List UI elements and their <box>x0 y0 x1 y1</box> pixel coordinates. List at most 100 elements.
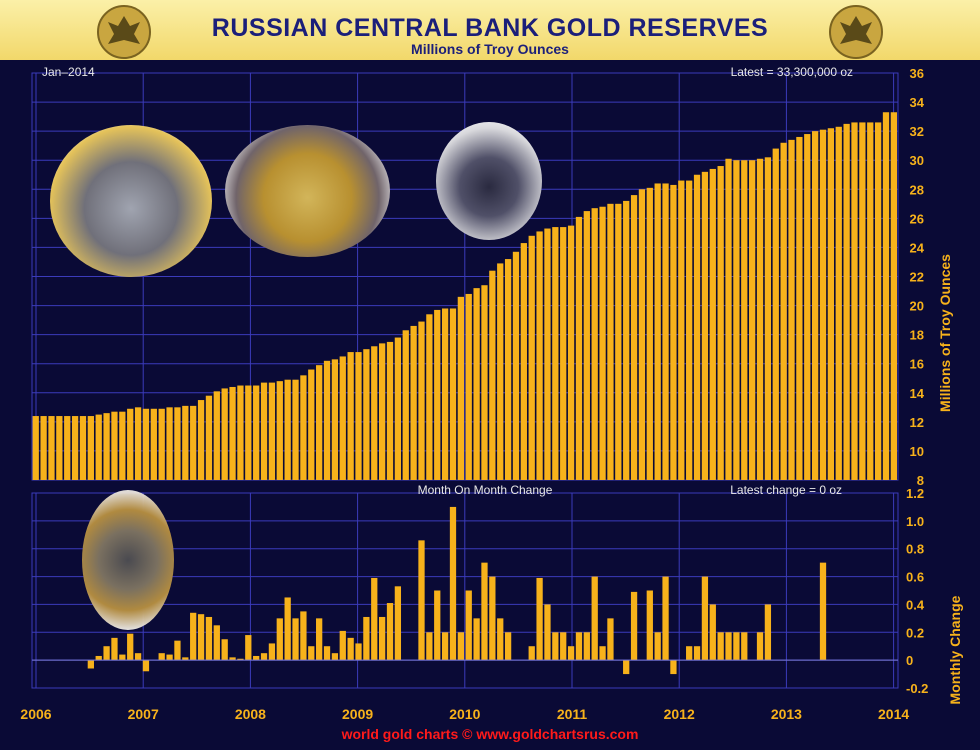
reserve-bar <box>583 211 590 480</box>
reserve-bar <box>158 408 165 480</box>
change-bar <box>284 597 291 661</box>
photo-officials-with-gold-bar <box>225 125 390 257</box>
reserve-bar <box>851 122 858 480</box>
change-bar <box>756 632 764 661</box>
change-bar <box>87 660 94 669</box>
bottom-y-axis-label: Monthly Change <box>947 595 963 704</box>
reserve-bar <box>686 180 693 481</box>
reserve-bar <box>733 160 740 480</box>
reserve-bar <box>725 158 732 480</box>
reserve-bar <box>276 381 283 480</box>
change-bar <box>331 653 339 661</box>
change-bar <box>646 590 653 661</box>
reserve-bar <box>40 416 47 480</box>
reserve-bar <box>71 416 79 480</box>
top-y-tick-label: 34 <box>910 95 925 110</box>
bottom-y-tick-label: -0.2 <box>906 681 928 696</box>
change-bar <box>567 646 575 661</box>
reserve-bar <box>528 235 535 480</box>
reserve-bar <box>646 187 653 480</box>
reserve-bar <box>678 180 685 481</box>
bottom-y-tick-label: 1.2 <box>906 486 924 501</box>
change-bar <box>174 640 181 661</box>
axis-labels: 8 10 12 14 16 18 20 22 24 26 28 30 32 34 36 -0.2 0 0.2 0.4… <box>20 66 928 722</box>
change-bar <box>623 660 630 675</box>
reserve-bar <box>347 352 354 480</box>
reserve-bar <box>56 416 63 480</box>
change-bar <box>441 632 449 661</box>
latest-change-annotation: Latest change = 0 oz <box>730 483 842 497</box>
reserve-bar <box>394 337 402 480</box>
change-bar <box>599 646 606 661</box>
top-y-tick-label: 36 <box>910 66 924 81</box>
reserve-bar <box>355 352 362 480</box>
reserve-bar <box>449 308 457 480</box>
change-bar <box>103 646 110 661</box>
reserve-bar <box>64 416 71 480</box>
change-bar <box>205 616 213 661</box>
change-bar <box>701 576 709 661</box>
bank-emblem-right-icon <box>829 5 883 59</box>
change-bar <box>292 618 299 661</box>
reserve-bar <box>205 395 213 480</box>
reserve-bar <box>701 171 709 480</box>
reserve-bar <box>410 325 417 480</box>
change-bar <box>426 632 433 661</box>
reserve-bar <box>245 385 252 480</box>
change-bar <box>300 611 307 661</box>
change-bar <box>741 632 748 661</box>
bottom-y-tick-label: 0.6 <box>906 570 924 585</box>
reserve-bar <box>536 231 543 480</box>
reserve-bar <box>780 142 787 480</box>
change-bar <box>379 616 386 661</box>
reserve-bar <box>402 330 409 480</box>
change-bar <box>449 506 457 661</box>
change-bar <box>465 590 472 661</box>
reserve-bar <box>827 128 835 480</box>
change-bar <box>253 655 260 661</box>
reserve-bar <box>567 225 575 480</box>
reserve-bar <box>457 296 464 480</box>
x-tick-label: 2007 <box>128 706 159 722</box>
bottom-y-tick-label: 0 <box>906 653 913 668</box>
change-bar <box>386 603 394 661</box>
reserve-bar <box>623 200 630 480</box>
reserve-bar <box>268 382 276 480</box>
change-bar <box>316 618 323 661</box>
chart-subtitle: Millions of Troy Ounces <box>411 41 569 57</box>
change-bar <box>394 586 402 661</box>
reserve-bar <box>764 157 772 481</box>
change-bar <box>560 632 567 661</box>
reserve-bar <box>379 343 386 480</box>
change-bar <box>339 630 346 661</box>
photo-leader-holding-gold <box>82 490 174 630</box>
reserve-bar <box>670 184 677 481</box>
reserve-bar <box>331 359 339 480</box>
bottom-y-tick-label: 0.4 <box>906 597 925 612</box>
top-y-tick-label: 28 <box>910 182 924 197</box>
reserve-bar <box>882 112 890 480</box>
reserve-bar <box>260 382 268 480</box>
reserve-bar <box>300 375 307 480</box>
reserve-bar <box>434 309 441 480</box>
change-bar <box>308 646 315 661</box>
reserve-bar <box>504 259 512 480</box>
change-bar <box>583 632 590 661</box>
change-bar <box>725 632 732 661</box>
bottom-y-tick-label: 0.8 <box>906 542 924 557</box>
reserve-bar <box>867 122 874 480</box>
reserve-bar <box>630 195 638 480</box>
change-bar <box>481 562 488 661</box>
top-y-tick-label: 14 <box>910 386 925 401</box>
reserve-bar <box>111 411 118 480</box>
reserve-bar <box>662 183 669 480</box>
reserve-bar <box>709 168 716 480</box>
change-bar <box>119 654 126 661</box>
reserve-bar <box>796 136 803 480</box>
chart-title: RUSSIAN CENTRAL BANK GOLD RESERVES <box>211 14 769 42</box>
reserve-bar <box>197 400 205 480</box>
change-bar <box>166 654 173 661</box>
x-tick-label: 2013 <box>771 706 802 722</box>
reserve-bar <box>819 129 827 481</box>
bottom-y-tick-label: 0.2 <box>906 625 924 640</box>
